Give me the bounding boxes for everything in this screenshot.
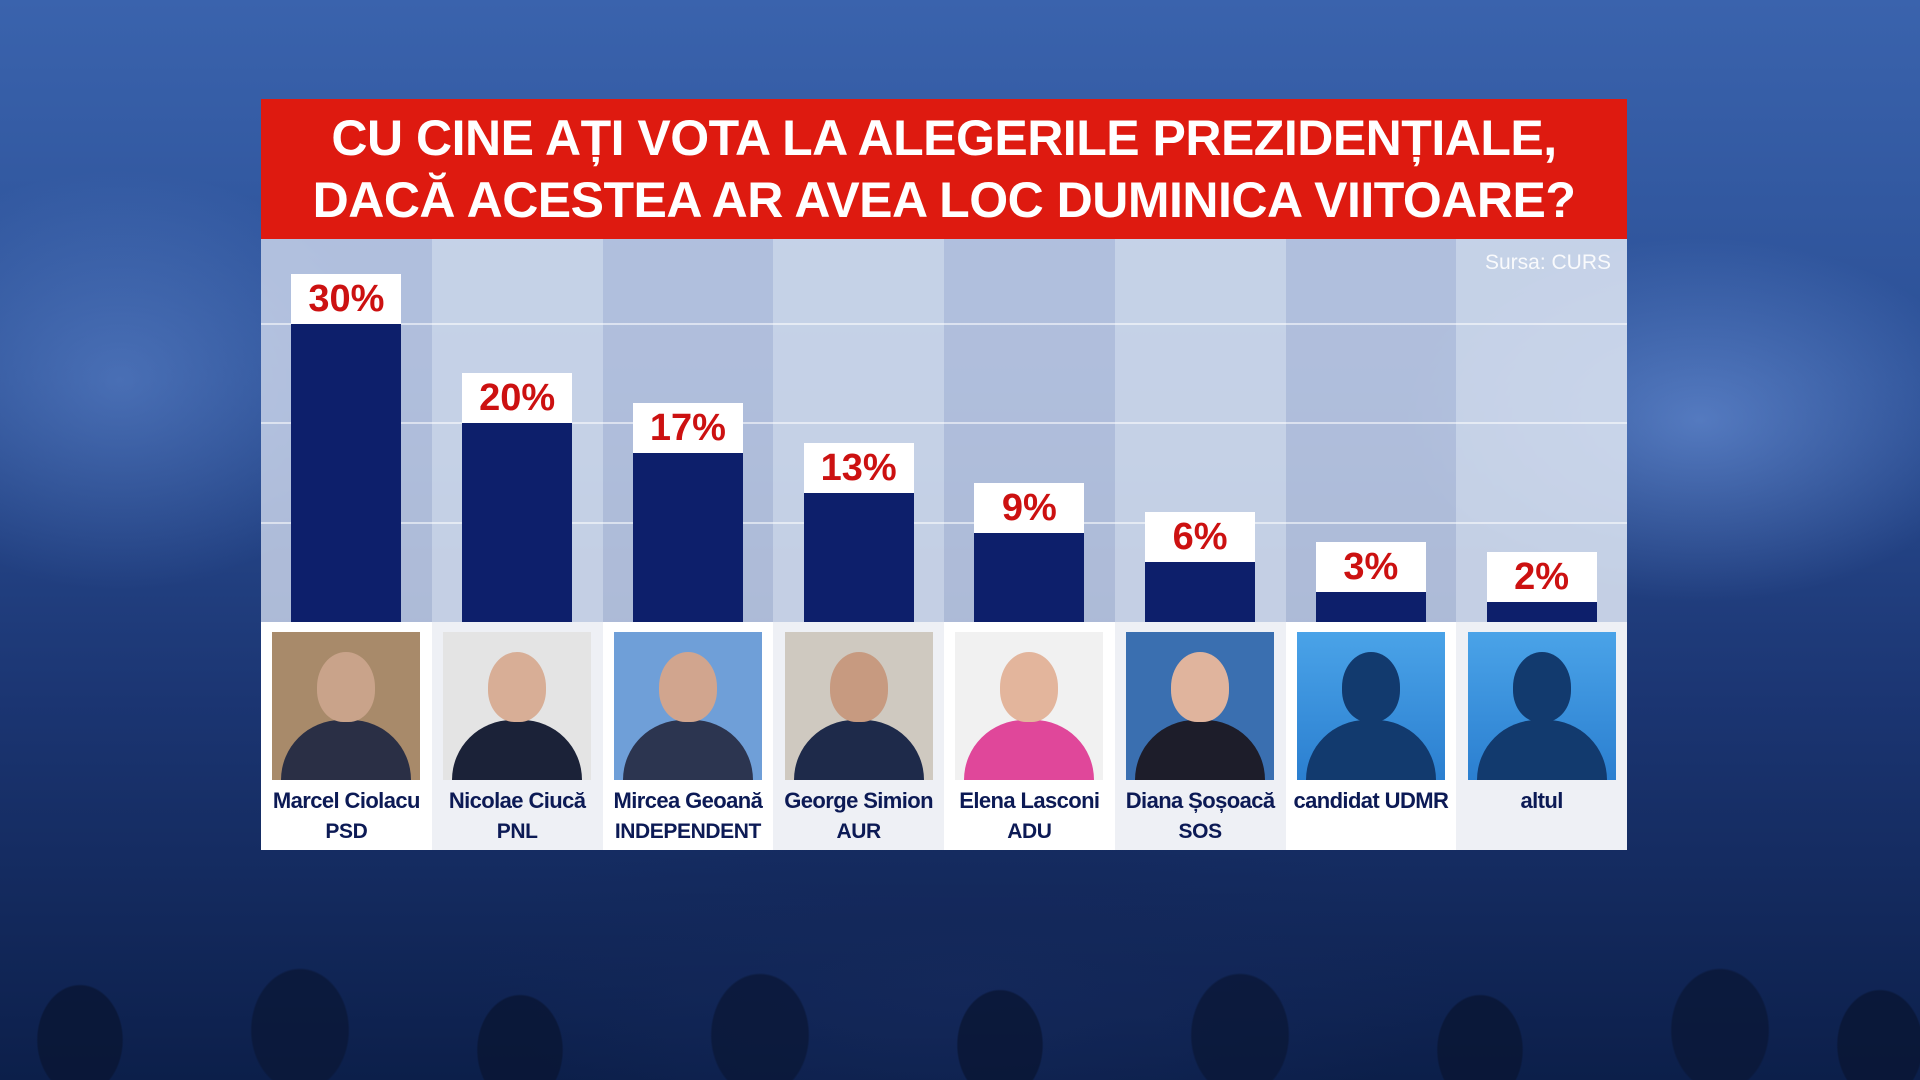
title-line-2: DACĂ ACESTEA AR AVEA LOC DUMINICA VIITOA… <box>312 172 1576 228</box>
shoulders-shape <box>964 720 1095 780</box>
value-label-4: 13% <box>803 442 914 493</box>
candidate-card: Marcel Ciolacu PSD <box>261 622 432 850</box>
candidates-panel: Marcel Ciolacu PSD Nicolae Ciucă PNL Mircea … <box>261 622 1627 850</box>
bar-6 <box>1145 562 1256 622</box>
silhouette-placeholder-icon <box>1296 632 1445 780</box>
candidate-photo <box>784 632 933 780</box>
head-shape <box>1341 652 1400 722</box>
candidate-card: altul <box>1456 622 1627 850</box>
candidate-photo <box>955 632 1104 780</box>
value-label-5: 9% <box>974 482 1085 533</box>
head-shape <box>1512 652 1571 722</box>
candidate-name: altul <box>1520 788 1564 813</box>
value-label-6: 6% <box>1145 512 1256 563</box>
candidate-party: INDEPENDENT <box>614 820 762 843</box>
shoulders-shape <box>793 720 924 780</box>
gridline <box>261 521 1627 524</box>
candidate-name: Elena Lasconi <box>959 788 1100 813</box>
candidate-photo <box>443 632 592 780</box>
source-label: Sursa: CURS <box>1484 251 1611 274</box>
candidate-name: Diana Șoșoacă <box>1125 788 1275 813</box>
candidate-card: Elena Lasconi ADU <box>944 622 1115 850</box>
head-shape <box>658 652 717 722</box>
head-shape <box>1000 652 1059 722</box>
shoulders-shape <box>452 720 583 780</box>
bar-chart-plot-area: Sursa: CURS 30% 20% 17% 13% 9% 6% 3% 2% <box>261 239 1627 622</box>
bar-8 <box>1486 602 1597 622</box>
candidate-name: Marcel Ciolacu <box>272 788 420 813</box>
candidate-card: Diana Șoșoacă SOS <box>1114 622 1286 850</box>
value-label-2: 20% <box>462 373 573 424</box>
head-shape <box>488 652 547 722</box>
shoulders-shape <box>1476 720 1607 780</box>
shoulders-shape <box>622 720 753 780</box>
candidate-party: PSD <box>325 820 368 843</box>
candidate-name: candidat UDMR <box>1293 788 1449 813</box>
candidate-photo <box>1126 632 1275 780</box>
candidate-card: candidat UDMR <box>1286 622 1457 850</box>
gridline <box>261 422 1627 425</box>
title-line-1: CU CINE AȚI VOTA LA ALEGERILE PREZIDENȚI… <box>331 110 1557 166</box>
value-label-8: 2% <box>1486 552 1597 603</box>
shoulders-shape <box>1135 720 1266 780</box>
candidate-party: AUR <box>836 820 881 843</box>
head-shape <box>1171 652 1230 722</box>
bar-3 <box>632 453 743 622</box>
candidate-card: Nicolae Ciucă PNL <box>431 622 603 850</box>
candidate-photo <box>613 632 762 780</box>
candidate-name: George Simion <box>784 788 933 813</box>
candidate-name: Nicolae Ciucă <box>448 788 586 813</box>
value-label-1: 30% <box>291 274 402 324</box>
bar-1 <box>291 324 402 622</box>
shoulders-shape <box>1305 720 1436 780</box>
gridline <box>261 323 1627 325</box>
bar-5 <box>974 532 1085 622</box>
candidate-card: Mircea Geoană INDEPENDENT <box>603 622 774 850</box>
head-shape <box>317 652 376 722</box>
bar-4 <box>803 492 914 622</box>
candidate-name: Mircea Geoană <box>613 788 763 813</box>
bar-7 <box>1315 592 1426 622</box>
bar-2 <box>462 423 573 622</box>
value-label-7: 3% <box>1315 542 1426 593</box>
head-shape <box>829 652 888 722</box>
title-banner: CU CINE AȚI VOTA LA ALEGERILE PREZIDENȚI… <box>261 99 1627 239</box>
candidate-card: George Simion AUR <box>773 622 944 850</box>
shoulders-shape <box>281 720 412 780</box>
candidate-party: PNL <box>496 820 538 843</box>
silhouette-placeholder-icon <box>1467 632 1616 780</box>
candidate-photo <box>272 632 421 780</box>
candidate-party: ADU <box>1007 820 1052 843</box>
candidate-party: SOS <box>1178 820 1223 843</box>
value-label-3: 17% <box>632 403 743 454</box>
